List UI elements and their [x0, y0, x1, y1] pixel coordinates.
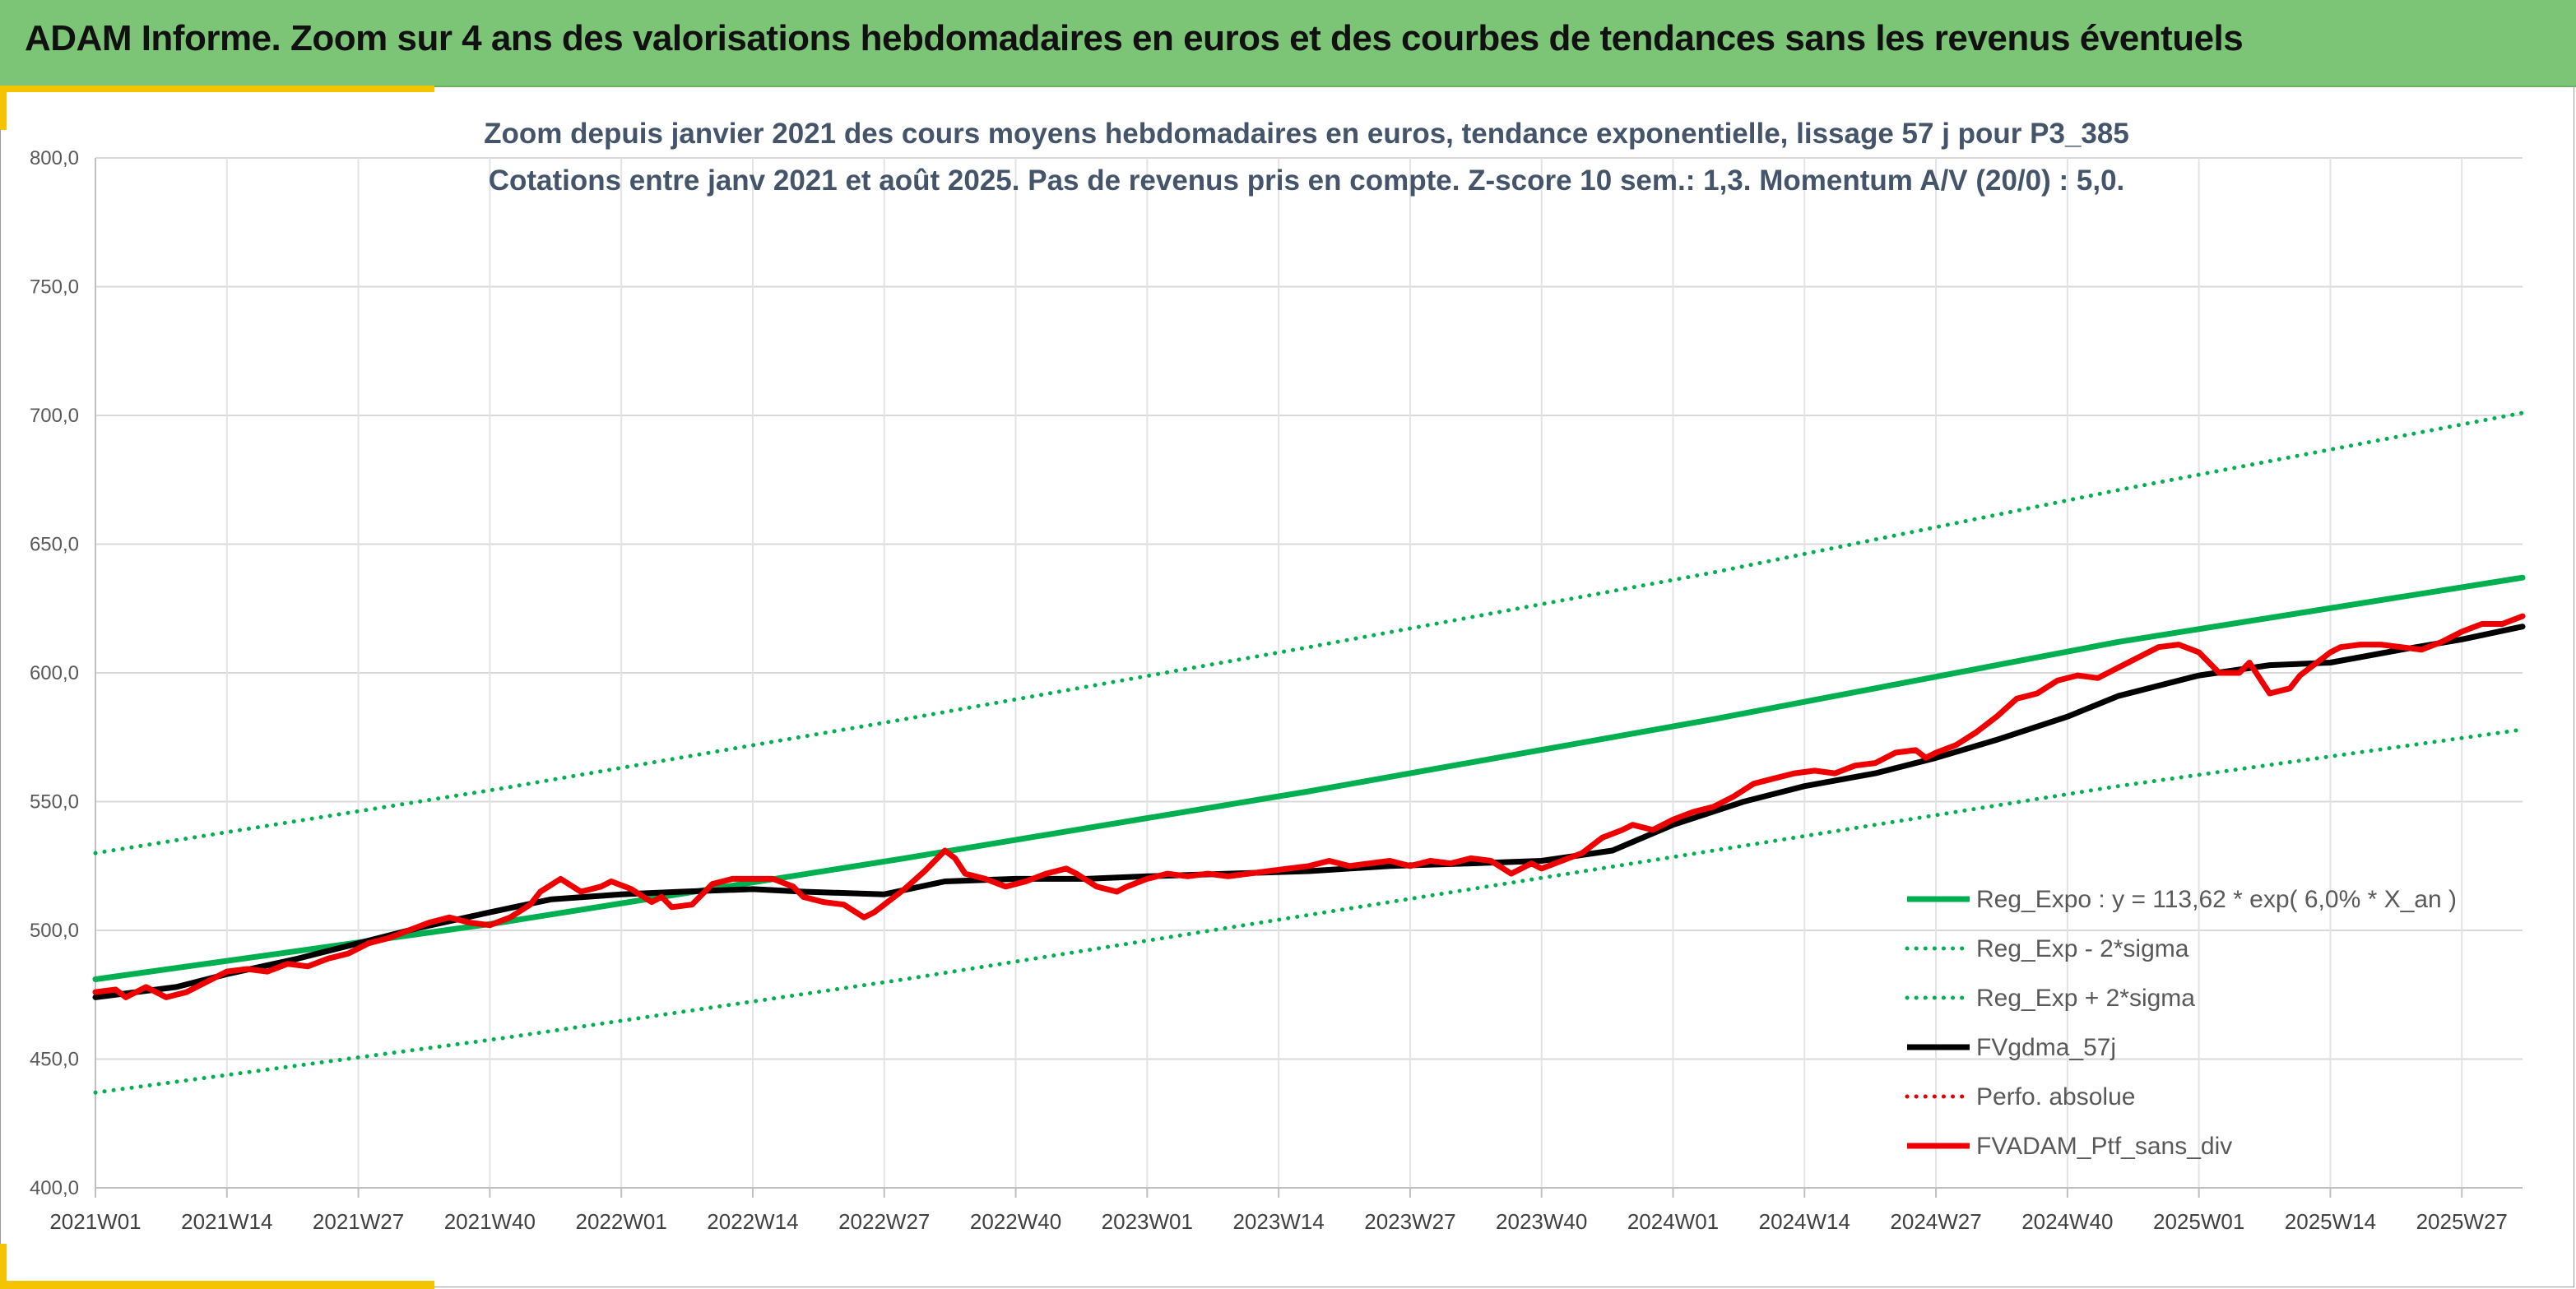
x-tick-label: 2021W27	[313, 1209, 404, 1234]
series-line-2	[93, 410, 2525, 855]
series-line-3	[92, 624, 2526, 1000]
x-tick-label: 2025W14	[2285, 1209, 2376, 1234]
x-tick-label: 2022W40	[970, 1209, 1061, 1234]
legend-label-3: FVgdma_57j	[1976, 1034, 2116, 1061]
accent-bar-left-bottom	[0, 1244, 7, 1288]
chart-title: Zoom depuis janvier 2021 des cours moyen…	[484, 118, 2129, 150]
x-tick-label: 2023W40	[1496, 1209, 1587, 1234]
y-tick-label: 650,0	[30, 534, 79, 556]
accent-bar-top	[0, 86, 434, 92]
y-tick-label: 450,0	[30, 1049, 79, 1071]
x-tick-label: 2023W14	[1232, 1209, 1324, 1234]
x-tick-label: 2024W14	[1759, 1209, 1850, 1234]
x-tick-label: 2024W01	[1627, 1209, 1719, 1234]
legend-label-0: Reg_Expo : y = 113,62 * exp( 6,0% * X_an…	[1976, 886, 2457, 913]
x-tick-label: 2025W27	[2416, 1209, 2508, 1234]
gridlines	[95, 157, 2523, 1198]
legend-label-4: Perfo. absolue	[1976, 1083, 2135, 1110]
x-tick-label: 2022W01	[576, 1209, 667, 1234]
y-tick-label: 500,0	[30, 920, 79, 942]
accent-bar-left	[0, 86, 7, 130]
x-tick-label: 2022W27	[838, 1209, 930, 1234]
title-banner: ADAM Informe. Zoom sur 4 ans des valoris…	[0, 0, 2576, 87]
x-tick-label: 2024W27	[1890, 1209, 1981, 1234]
x-tick-label: 2021W40	[444, 1209, 536, 1234]
legend-label-1: Reg_Exp - 2*sigma	[1976, 935, 2189, 962]
x-tick-label: 2021W14	[181, 1209, 272, 1234]
series-line-1	[93, 727, 2525, 1095]
legend: Reg_Expo : y = 113,62 * exp( 6,0% * X_an…	[1905, 886, 2457, 1160]
y-tick-label: 750,0	[30, 276, 79, 299]
x-tick-label: 2025W01	[2153, 1209, 2244, 1234]
y-tick-label: 400,0	[30, 1177, 79, 1199]
series-lines	[92, 410, 2526, 1095]
report-title: ADAM Informe. Zoom sur 4 ans des valoris…	[25, 18, 2244, 58]
y-tick-label: 800,0	[30, 147, 79, 169]
legend-label-2: Reg_Exp + 2*sigma	[1976, 985, 2195, 1012]
y-tick-label: 600,0	[30, 662, 79, 684]
series-line-5	[92, 613, 2526, 1000]
y-axis-ticks: 400,0 450,0 500,0 550,0 600,0 650,0 700,0 750,0…	[30, 147, 79, 1199]
chart-subtitle: Cotations entre janv 2021 et août 2025. …	[489, 165, 2125, 197]
accent-bar-bottom	[0, 1281, 434, 1289]
y-tick-label: 700,0	[30, 405, 79, 427]
x-tick-label: 2024W40	[2021, 1209, 2113, 1234]
x-tick-label: 2023W01	[1102, 1209, 1193, 1234]
legend-label-5: FVADAM_Ptf_sans_div	[1976, 1133, 2232, 1160]
x-axis-ticks: 2021W01 2021W14 2021W27 2021W40 2022W01 2022W…	[49, 1209, 2508, 1234]
chart-frame	[0, 86, 2574, 1287]
x-tick-label: 2021W01	[49, 1209, 141, 1234]
y-tick-label: 550,0	[30, 791, 79, 814]
x-tick-label: 2023W27	[1364, 1209, 1455, 1234]
x-tick-label: 2022W14	[707, 1209, 798, 1234]
